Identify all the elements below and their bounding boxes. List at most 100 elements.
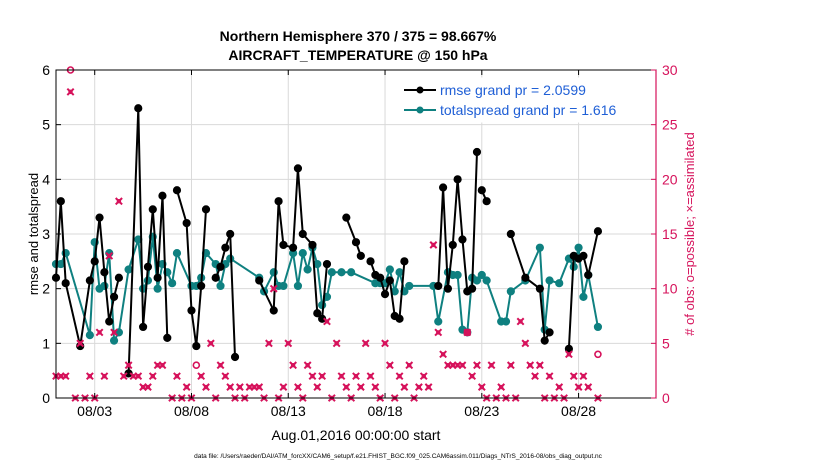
obs-assimilated-dot: [402, 384, 407, 390]
obs-assimilated-marker: [119, 372, 128, 381]
totalspread-point: [109, 336, 119, 345]
totalspread-point: [303, 265, 312, 274]
obs-assimilated-dot: [247, 384, 252, 390]
obs-assimilated-marker: [579, 372, 588, 381]
y-tick-label-right: 25: [662, 117, 678, 133]
obs-assimilated-dot: [295, 384, 301, 390]
obs-assimilated-marker: [405, 361, 414, 370]
obs-assimilated-dot: [527, 363, 533, 368]
obs-assimilated-marker: [468, 372, 477, 381]
obs-assimilated-dot: [557, 384, 562, 390]
obs-assimilated-dot: [131, 373, 136, 379]
rmse-point: [342, 213, 351, 222]
totalspread-point: [385, 265, 394, 274]
obs-assimilated-dot: [537, 363, 543, 368]
obs-assimilated-dot: [353, 373, 359, 379]
chart-title-line2: AIRCRAFT_TEMPERATURE @ 150 hPa: [228, 47, 487, 63]
obs-assimilated-dot: [576, 384, 581, 390]
obs-assimilated-dot: [63, 373, 68, 379]
obs-assimilated-dot: [523, 341, 528, 346]
obs-assimilated-marker: [294, 383, 302, 391]
rmse-point: [274, 197, 283, 206]
rmse-point: [506, 229, 515, 239]
obs-assimilated-marker: [545, 372, 554, 381]
obs-assimilated-marker: [332, 339, 341, 348]
obs-assimilated-dot: [436, 330, 441, 335]
obs-assimilated-marker: [506, 361, 515, 370]
x-tick-label: 08/03: [77, 403, 112, 419]
obs-assimilated-dot: [198, 373, 204, 379]
obs-assimilated-marker: [497, 383, 506, 391]
rmse-point: [308, 240, 317, 250]
rmse-point: [521, 273, 530, 282]
obs-assimilated-dot: [571, 373, 576, 379]
rmse-point: [197, 281, 206, 291]
obs-assimilated-dot: [532, 373, 538, 379]
obs-assimilated-marker: [323, 317, 331, 326]
legend-marker-totalspread: [416, 106, 424, 114]
rmse-point: [269, 306, 278, 315]
obs-assimilated-marker: [337, 372, 346, 381]
rmse-point: [255, 276, 264, 285]
x-tick-label: 08/13: [271, 403, 306, 419]
obs-assimilated-dot: [440, 352, 446, 357]
footnote: data file: /Users/raeder/DAI/ATM_forcXX/…: [194, 453, 603, 460]
rmse-point: [472, 147, 482, 157]
obs-assimilated-marker: [366, 372, 375, 381]
obs-assimilated-dot: [431, 242, 436, 248]
obs-assimilated-marker: [434, 328, 443, 337]
obs-assimilated-marker: [381, 339, 389, 348]
obs-assimilated-dot: [324, 319, 330, 324]
obs-assimilated-dot: [426, 384, 431, 390]
rmse-line: [127, 107, 169, 374]
obs-assimilated-marker: [526, 361, 535, 370]
totalspread-point: [501, 317, 511, 326]
rmse-point: [313, 309, 322, 318]
obs-assimilated-dot: [586, 384, 591, 390]
obs-assimilated-dot: [227, 384, 233, 390]
obs-assimilated-marker: [148, 372, 157, 381]
obs-assimilated-dot: [421, 373, 426, 379]
totalspread-point: [395, 268, 404, 277]
obs-assimilated-dot: [382, 341, 388, 346]
obs-assimilated-marker: [429, 241, 438, 249]
totalspread-point: [56, 259, 65, 269]
obs-assimilated-dot: [508, 363, 514, 368]
y-tick-label-left: 0: [42, 390, 50, 406]
rmse-point: [443, 284, 453, 293]
legend-label-totalspread: totalspread grand pr = 1.616: [440, 102, 617, 118]
rmse-point: [434, 281, 443, 291]
obs-assimilated-dot: [160, 363, 165, 368]
rmse-point: [385, 276, 394, 285]
obs-assimilated-dot: [77, 341, 83, 346]
plot-series: [51, 66, 603, 402]
obs-assimilated-marker: [110, 328, 118, 337]
rmse-point: [187, 306, 196, 315]
obs-assimilated-dot: [290, 363, 296, 368]
obs-assimilated-marker: [221, 372, 230, 381]
obs-assimilated-dot: [203, 384, 209, 390]
obs-assimilated-dot: [68, 89, 73, 95]
obs-assimilated-dot: [387, 363, 393, 368]
obs-assimilated-dot: [237, 384, 243, 390]
obs-assimilated-marker: [85, 372, 94, 381]
rmse-point: [192, 341, 201, 351]
rmse-line: [345, 217, 362, 257]
obs-assimilated-marker: [308, 372, 317, 381]
obs-assimilated-marker: [424, 383, 433, 391]
rmse-point: [351, 238, 361, 247]
obs-assimilated-dot: [107, 253, 112, 259]
rmse-point: [100, 268, 109, 277]
obs-assimilated-dot: [397, 373, 402, 379]
rmse-point: [221, 243, 230, 252]
obs-assimilated-marker: [521, 339, 530, 348]
obs-assimilated-dot: [223, 373, 228, 379]
obs-assimilated-marker: [173, 372, 181, 381]
obs-assimilated-marker: [584, 383, 593, 391]
rmse-line: [214, 233, 236, 358]
obs-assimilated-marker: [318, 372, 327, 381]
obs-assimilated-marker: [284, 339, 293, 348]
obs-assimilated-dot: [363, 341, 368, 346]
obs-assimilated-marker: [313, 383, 322, 391]
obs-assimilated-marker: [61, 372, 70, 381]
